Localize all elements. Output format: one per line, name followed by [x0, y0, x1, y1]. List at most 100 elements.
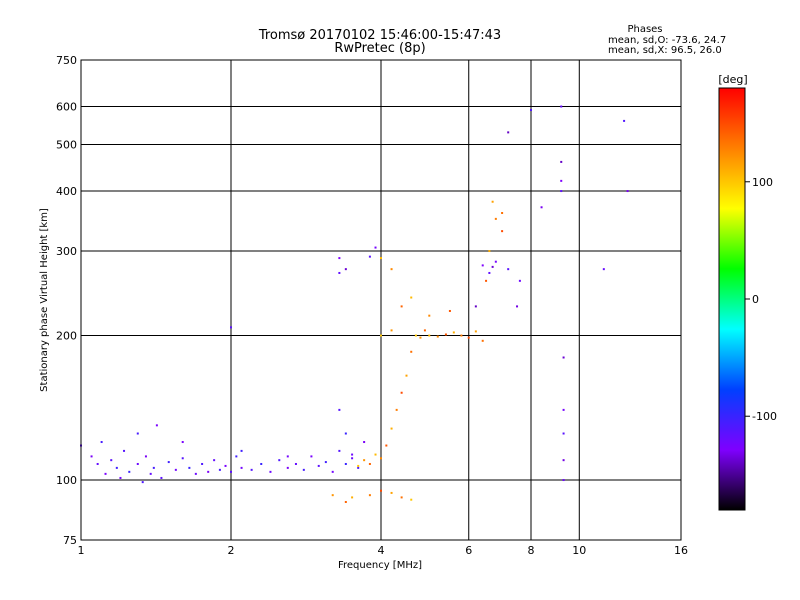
scatter-point: [423, 329, 426, 332]
scatter-point: [278, 459, 281, 462]
scatter-point: [218, 468, 221, 471]
phase-info-heading: Phases: [627, 24, 662, 35]
scatter-point: [351, 453, 354, 456]
scatter-point: [516, 305, 519, 308]
data-points: [80, 105, 629, 503]
scatter-point: [419, 336, 422, 339]
scatter-point: [395, 408, 398, 411]
scatter-point: [344, 268, 347, 271]
y-tick-label: 75: [63, 534, 77, 547]
scatter-point: [602, 268, 605, 271]
scatter-point: [144, 455, 147, 458]
scatter-point: [302, 468, 305, 471]
scatter-point: [286, 466, 289, 469]
x-tick-label: 1: [78, 544, 85, 557]
x-tick-label: 6: [465, 544, 472, 557]
scatter-point: [331, 470, 334, 473]
scatter-point: [491, 200, 494, 203]
scatter-point: [491, 265, 494, 268]
scatter-point: [494, 217, 497, 220]
colorbar-tick-label: -100: [752, 410, 777, 423]
scatter-point: [155, 424, 158, 427]
scatter-point: [400, 496, 403, 499]
scatter-point: [562, 432, 565, 435]
scatter-point: [363, 441, 366, 444]
scatter-point: [562, 356, 565, 359]
scatter-point: [507, 268, 510, 271]
scatter-point: [324, 461, 327, 464]
scatter-point: [104, 472, 107, 475]
scatter-point: [240, 449, 243, 452]
scatter-point: [331, 494, 334, 497]
scatter-point: [181, 441, 184, 444]
scatter-point: [501, 212, 504, 215]
scatter-point: [467, 336, 470, 339]
scatter-point: [530, 109, 532, 112]
scatter-point: [230, 470, 232, 473]
scatter-point: [410, 296, 413, 299]
scatter-point: [269, 470, 272, 473]
scatter-point: [90, 455, 93, 458]
scatter-point: [488, 250, 491, 253]
scatter-point: [481, 339, 484, 342]
scatter-point: [626, 190, 629, 193]
scatter-point: [380, 489, 382, 492]
scatter-point: [250, 468, 253, 471]
scatter-point: [400, 391, 403, 394]
scatter-point: [410, 498, 413, 501]
scatter-point: [474, 305, 477, 308]
x-tick-label: 10: [572, 544, 586, 557]
scatter-point: [194, 472, 197, 475]
scatter-point: [357, 464, 360, 467]
scatter-point: [494, 260, 497, 263]
scatter-point: [96, 462, 99, 465]
scatter-point: [136, 432, 139, 435]
y-tick-label: 100: [56, 474, 77, 487]
scatter-point: [344, 432, 347, 435]
scatter-point: [110, 459, 113, 462]
scatter-point: [160, 476, 163, 479]
scatter-point: [562, 479, 565, 482]
scatter-point: [230, 326, 232, 329]
scatter-point: [390, 491, 393, 494]
scatter-point: [507, 131, 510, 134]
scatter-point: [518, 279, 521, 282]
scatter-point: [410, 350, 413, 353]
chart-title: Tromsø 20170102 15:46:00-15:47:43: [258, 28, 501, 43]
scatter-point: [380, 334, 382, 337]
scatter-point: [128, 470, 131, 473]
scatter-point: [452, 331, 455, 334]
colorbar-tick-label: 0: [752, 293, 759, 306]
scatter-point: [240, 466, 243, 469]
scatter-point: [338, 271, 341, 274]
scatter-point: [115, 466, 118, 469]
scatter-point: [474, 330, 477, 333]
x-tick-label: 4: [378, 544, 385, 557]
scatter-point: [414, 334, 417, 337]
scatter-point: [188, 466, 191, 469]
scatter-point: [294, 462, 297, 465]
scatter-point: [310, 455, 313, 458]
scatter-point: [405, 374, 408, 377]
colorbar-label: [deg]: [718, 73, 747, 86]
scatter-point: [338, 257, 341, 260]
scatter-point: [344, 500, 347, 503]
y-tick-label: 200: [56, 330, 77, 343]
scatter-point: [560, 160, 563, 163]
scatter-point: [338, 449, 341, 452]
colorbar-ticks: 100 0 -100: [745, 176, 777, 423]
phase-info-x: mean, sd,X: 96.5, 26.0: [608, 45, 722, 56]
scatter-point: [368, 462, 371, 465]
scatter-point: [428, 334, 431, 337]
scatter-point: [136, 462, 139, 465]
scatter-point: [540, 206, 543, 209]
scatter-point: [181, 457, 184, 460]
scatter-point: [560, 179, 563, 182]
scatter-point: [390, 268, 393, 271]
scatter-point: [368, 494, 371, 497]
scatter-point: [317, 464, 320, 467]
scatter-point: [167, 461, 170, 464]
scatter-point: [444, 333, 447, 336]
x-tick-label: 2: [228, 544, 235, 557]
